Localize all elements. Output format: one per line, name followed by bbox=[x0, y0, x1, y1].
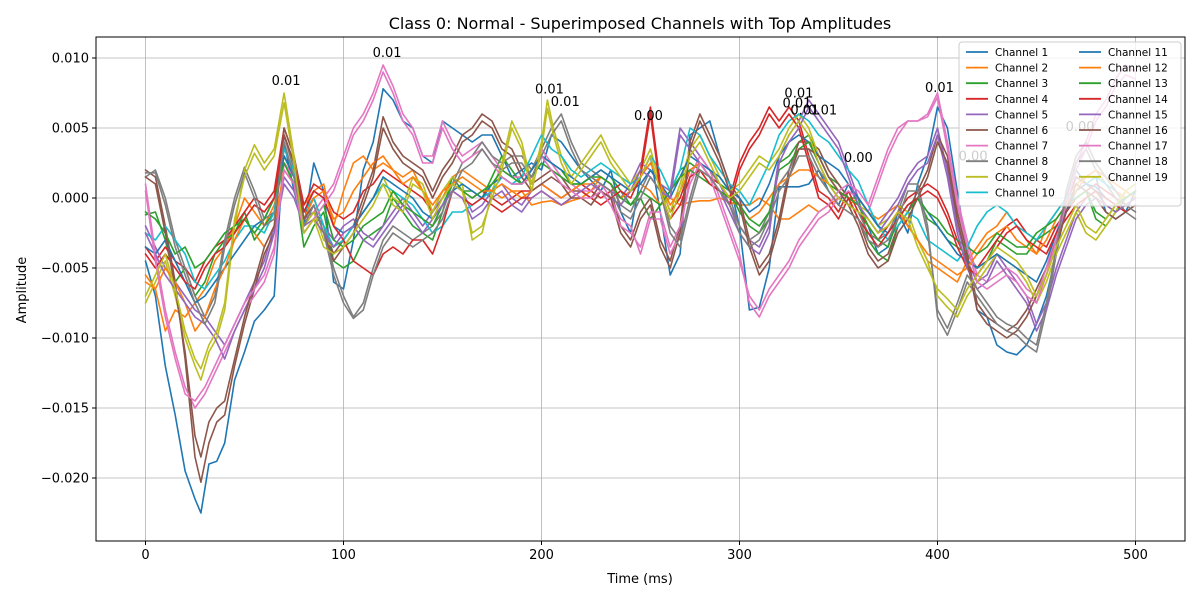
y-tick-label: −0.020 bbox=[41, 472, 89, 487]
peak-annotation: 0.01 bbox=[925, 81, 954, 96]
y-tick-label: 0.010 bbox=[52, 52, 89, 67]
x-tick-label: 100 bbox=[331, 548, 356, 563]
peak-annotation: 0.01 bbox=[782, 96, 811, 111]
y-tick-label: 0.005 bbox=[52, 122, 89, 137]
legend-entry: Channel 1 bbox=[995, 47, 1048, 59]
x-tick-label: 400 bbox=[925, 548, 950, 563]
peak-annotation: 0.00 bbox=[634, 109, 663, 124]
legend-entry: Channel 2 bbox=[995, 63, 1048, 75]
legend-entry: Channel 19 bbox=[1108, 172, 1168, 184]
chart-title: Class 0: Normal - Superimposed Channels … bbox=[389, 14, 892, 33]
legend-entry: Channel 8 bbox=[995, 156, 1048, 168]
y-tick-label: −0.010 bbox=[41, 332, 89, 347]
legend-entry: Channel 14 bbox=[1108, 94, 1168, 106]
legend-entry: Channel 3 bbox=[995, 78, 1048, 90]
x-axis-ticks: 0 100 200 300 400 500 bbox=[141, 541, 1148, 563]
y-axis-ticks: −0.020 −0.015 −0.010 −0.005 0.000 0.005 0.010 bbox=[41, 52, 96, 487]
peak-annotation: 0.01 bbox=[551, 95, 580, 110]
legend-entry: Channel 18 bbox=[1108, 156, 1168, 168]
legend-entry: Channel 5 bbox=[995, 109, 1048, 121]
legend-entry: Channel 15 bbox=[1108, 109, 1168, 121]
legend-entry: Channel 7 bbox=[995, 141, 1048, 153]
legend-box bbox=[958, 41, 1182, 207]
legend-entry: Channel 17 bbox=[1108, 141, 1168, 153]
plot-frame bbox=[95, 36, 1186, 542]
legend-entry: Channel 16 bbox=[1108, 125, 1168, 137]
peak-annotation: 0.01 bbox=[272, 74, 301, 89]
peak-annotation: 0.01 bbox=[808, 103, 837, 118]
y-tick-label: −0.005 bbox=[41, 262, 89, 277]
legend-entry: Channel 9 bbox=[995, 172, 1048, 184]
legend-entry: Channel 10 bbox=[995, 187, 1055, 199]
y-tick-label: −0.015 bbox=[41, 402, 89, 417]
peak-annotation: 0.01 bbox=[790, 103, 819, 118]
y-axis-label: Amplitude bbox=[15, 257, 30, 324]
legend-entry: Channel 12 bbox=[1108, 63, 1168, 75]
peak-annotation: 0.01 bbox=[535, 82, 564, 97]
series-line-channel-18 bbox=[144, 120, 1137, 346]
legend-entry: Channel 4 bbox=[995, 94, 1048, 106]
peak-annotation: 0.01 bbox=[784, 87, 813, 102]
series-line-channel-16 bbox=[144, 120, 1137, 458]
peak-annotation: 0.01 bbox=[373, 46, 402, 61]
legend-entry: Channel 6 bbox=[995, 125, 1048, 137]
peak-annotation: 0.00 bbox=[844, 151, 873, 166]
legend: Channel 1 Channel 2 Channel 3 Channel 4 Chan… bbox=[958, 41, 1182, 207]
legend-entry: Channel 11 bbox=[1108, 47, 1168, 59]
x-axis-label: Time (ms) bbox=[606, 572, 673, 587]
x-tick-label: 500 bbox=[1123, 548, 1148, 563]
series-lines bbox=[144, 64, 1137, 514]
series-line-channel-19 bbox=[144, 102, 1137, 370]
legend-entry: Channel 13 bbox=[1108, 78, 1168, 90]
x-tick-label: 0 bbox=[141, 548, 149, 563]
x-tick-label: 200 bbox=[529, 548, 554, 563]
y-tick-label: 0.000 bbox=[52, 192, 89, 207]
x-tick-label: 300 bbox=[727, 548, 752, 563]
